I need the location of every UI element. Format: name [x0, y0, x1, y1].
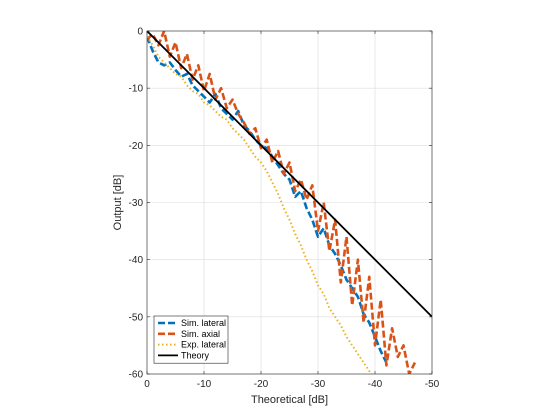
- y-tick-label: -10: [129, 84, 144, 95]
- series-line-sim-lateral: [147, 36, 388, 364]
- legend-label: Exp. lateral: [181, 340, 226, 350]
- y-tick-label: -60: [129, 370, 144, 381]
- x-axis-ticks: 0 -10 -20 -30 -40 -50: [144, 31, 440, 390]
- x-tick-label: -20: [254, 379, 269, 390]
- y-tick-label: 0: [137, 27, 143, 38]
- series-line-exp-lateral: [147, 36, 373, 374]
- y-tick-label: -20: [129, 141, 144, 152]
- y-tick-label: -30: [129, 198, 144, 209]
- y-axis-ticks: 0 -10 -20 -30 -40 -50 -60: [129, 27, 432, 381]
- series-line-theory: [147, 31, 432, 318]
- x-tick-label: -50: [425, 379, 440, 390]
- x-tick-label: -40: [368, 379, 383, 390]
- y-tick-label: -50: [129, 312, 144, 323]
- legend-label: Theory: [181, 350, 210, 360]
- y-tick-label: -40: [129, 255, 144, 266]
- x-tick-label: -10: [197, 379, 212, 390]
- series-group: [147, 31, 432, 374]
- y-axis-label: Output [dB]: [112, 175, 124, 231]
- legend-label: Sim. axial: [181, 329, 220, 339]
- x-axis-label: Theoretical [dB]: [251, 394, 328, 406]
- legend-label: Sim. lateral: [181, 318, 226, 328]
- x-tick-label: -30: [311, 379, 326, 390]
- x-tick-label: 0: [144, 379, 150, 390]
